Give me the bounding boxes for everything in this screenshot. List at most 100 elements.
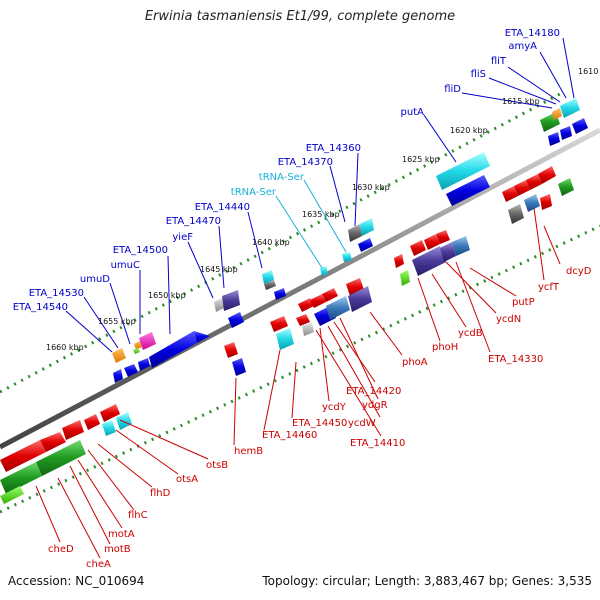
gene-label: ETA_14440: [195, 202, 250, 213]
lower-gene-labels: dcyD ycfT putP ETA_14330 ycdN ycdB phoH …: [48, 266, 592, 570]
figure-title: Erwinia tasmaniensis Et1/99, complete ge…: [144, 9, 456, 24]
gene-label: ETA_14180: [505, 28, 560, 39]
gene-label: flhC: [128, 510, 148, 521]
gene-feature-block: [538, 166, 556, 184]
gene-feature-block: [102, 420, 116, 436]
gene-feature-block: [322, 288, 338, 302]
scale-label: 1655 kbp: [98, 317, 136, 326]
gene-feature-block: [276, 328, 294, 350]
gene-feature-block: [84, 414, 100, 430]
gene-feature-block: [298, 298, 314, 312]
gene-feature-block: [446, 175, 490, 206]
gene-label: ETA_14530: [29, 288, 84, 299]
gene-feature-block: [262, 270, 274, 284]
scale-label: 1615 kbp: [502, 97, 540, 106]
scale-label: 1620 kbp: [450, 126, 488, 135]
scale-label: 1650 kbp: [148, 291, 186, 300]
gene-feature-block: [320, 266, 328, 276]
upper-strand-features: [112, 98, 588, 383]
scale-label: 1640 kbp: [252, 238, 290, 247]
gene-label: ETA_14330: [488, 354, 543, 365]
gene-label: flhD: [150, 488, 171, 499]
gene-feature-block: [400, 270, 410, 286]
gene-feature-block: [524, 194, 540, 212]
lower-leader-lines: [35, 207, 561, 559]
gene-feature-block: [560, 126, 572, 140]
gene-feature-block: [36, 440, 86, 476]
gene-label: ETA_14360: [306, 143, 361, 154]
gene-label: ETA_14450: [292, 418, 347, 429]
gene-label: umuD: [80, 274, 110, 285]
gene-feature-block: [139, 332, 156, 350]
scale-label: 1625 kbp: [402, 155, 440, 164]
gene-label: dcyD: [566, 266, 592, 277]
gene-feature-block: [326, 296, 350, 320]
gene-label: ycdW: [348, 418, 376, 429]
gene-feature-block: [264, 280, 276, 290]
gene-label: motB: [104, 544, 131, 555]
gene-label: amyA: [508, 41, 537, 52]
gene-label: hemB: [234, 446, 263, 457]
gene-feature-block: [560, 98, 580, 118]
gene-feature-block: [310, 294, 326, 308]
gene-feature-block: [0, 440, 46, 472]
gene-feature-block: [502, 186, 518, 202]
gene-feature-block: [116, 412, 132, 430]
gene-feature-block: [436, 152, 490, 190]
gene-label: cheD: [48, 544, 74, 555]
gene-label: fliS: [471, 69, 486, 80]
scale-label: 1660 kbp: [46, 343, 84, 352]
gene-feature-block: [412, 246, 446, 276]
gene-label: fliD: [444, 84, 461, 95]
gene-feature-block: [224, 342, 238, 358]
gene-feature-block: [149, 331, 197, 368]
gene-feature-block: [302, 322, 314, 336]
scale-label: 1645 kbp: [200, 265, 238, 274]
lower-strand-features: [0, 166, 574, 504]
upper-tick-track: [0, 92, 561, 394]
gene-label: yieF: [172, 232, 193, 243]
gene-feature-block: [124, 364, 138, 377]
lower-tick-track: [0, 224, 600, 514]
scale-label: 1635 kbp: [302, 210, 340, 219]
gene-label: ETA_14410: [350, 438, 405, 449]
gene-feature-block: [0, 486, 24, 504]
gene-feature-block: [452, 236, 470, 256]
gene-feature-block: [112, 348, 126, 363]
gene-feature-block: [228, 312, 244, 328]
gene-label: tRNA-Ser: [259, 172, 305, 183]
scale-label: 1630 kbp: [352, 183, 390, 192]
trna-leader-lines: [275, 179, 347, 269]
gene-feature-block: [548, 132, 560, 146]
gene-label: tRNA-Ser: [231, 187, 277, 198]
gene-label: ydgR: [362, 400, 388, 411]
gene-feature-block: [514, 180, 530, 196]
gene-feature-block: [194, 331, 210, 343]
gene-feature-block: [133, 348, 140, 354]
gene-label: umuC: [111, 260, 140, 271]
gene-label: ETA_14470: [166, 216, 221, 227]
gene-label: ETA_14500: [113, 245, 168, 256]
gene-label: ycdN: [496, 314, 521, 325]
gene-feature-block: [394, 254, 404, 268]
gene-label: ycdY: [322, 402, 347, 413]
gene-label: putP: [512, 297, 535, 308]
gene-feature-block: [424, 234, 440, 250]
gene-feature-block: [540, 194, 552, 210]
gene-label: ETA_14420: [346, 386, 401, 397]
gene-feature-block: [552, 108, 562, 120]
gene-feature-block: [358, 238, 373, 252]
gene-label: ETA_14370: [278, 157, 333, 168]
gene-label: otsB: [206, 460, 228, 471]
gene-label: ycdB: [458, 328, 483, 339]
genome-backbone: [0, 127, 600, 450]
gene-label: ycfT: [538, 282, 560, 293]
gene-label: cheA: [86, 559, 111, 570]
genome-summary-text: Topology: circular; Length: 3,883,467 bp…: [262, 574, 592, 588]
gene-feature-block: [342, 252, 352, 262]
gene-label: motA: [108, 529, 135, 540]
scale-labels: 1610 kbp 1615 kbp 1620 kbp 1625 kbp 1630…: [46, 67, 600, 352]
gene-feature-block: [0, 462, 42, 494]
